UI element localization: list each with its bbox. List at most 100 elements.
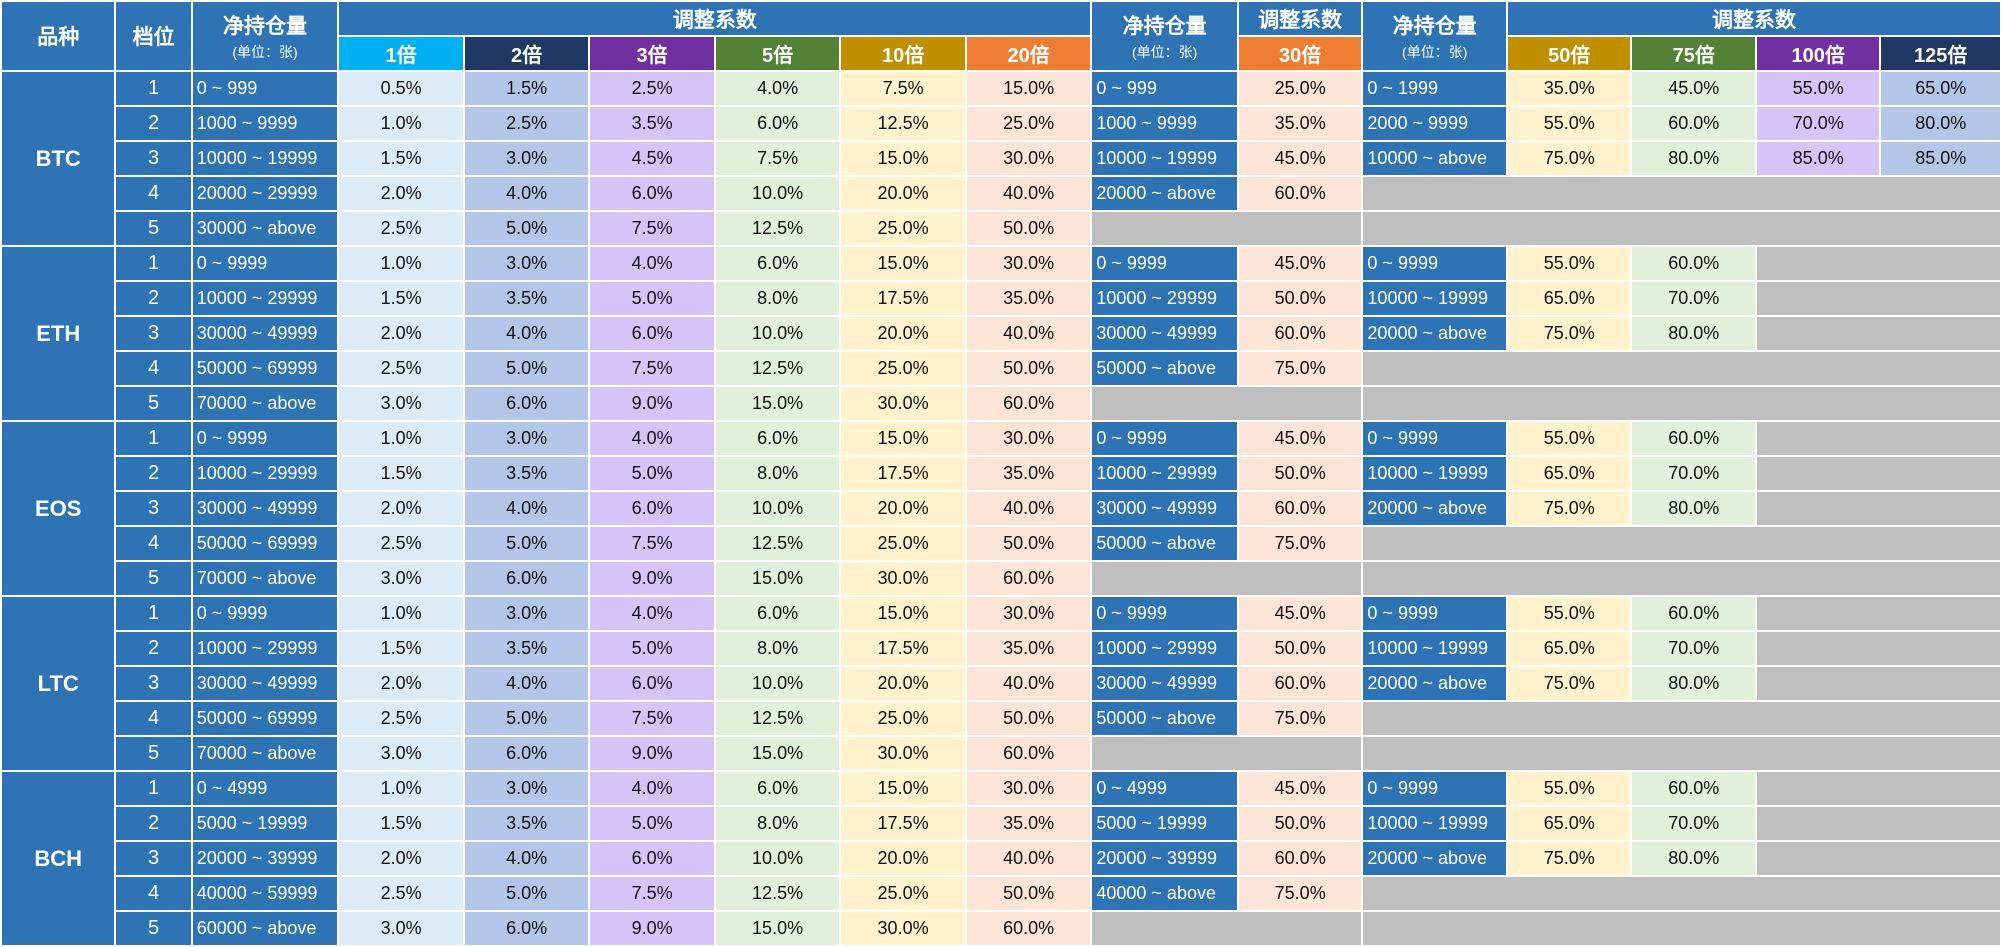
coef-cell: 80.0% xyxy=(1879,105,2002,142)
coef-cell: 17.5% xyxy=(839,280,967,317)
position-range: 10000 ~ 19999 xyxy=(1361,455,1508,492)
coef-cell: 75.0% xyxy=(1236,875,1364,912)
coef-cell: 0.5% xyxy=(337,70,465,107)
position-range: 30000 ~ 49999 xyxy=(1090,665,1239,702)
coef-cell: 6.0% xyxy=(588,175,716,212)
position-range: 0 ~ 9999 xyxy=(1361,245,1508,282)
coef-cell: 5.0% xyxy=(462,525,591,562)
tier-number: 1 xyxy=(114,70,193,107)
tier-number: 3 xyxy=(114,490,193,527)
table-row: 2 10000 ~ 29999 1.5% 3.5% 5.0% 8.0% 17.5% 35.0%… xyxy=(1,455,2002,492)
table-row: 2 5000 ~ 19999 1.5% 3.5% 5.0% 8.0% 17.5% 35.0% 5… xyxy=(1,805,2002,842)
coef-cell: 1.5% xyxy=(337,455,465,492)
coef-cell: 15.0% xyxy=(839,770,967,807)
coef-cell: 6.0% xyxy=(588,665,716,702)
coef-cell: 35.0% xyxy=(1505,70,1633,107)
coef-cell: 30.0% xyxy=(964,770,1093,807)
tier-number: 2 xyxy=(114,280,193,317)
coef-cell: 50.0% xyxy=(1236,630,1364,667)
header-product: 品种 xyxy=(0,0,117,72)
tier-number: 5 xyxy=(114,560,193,597)
position-range: 50000 ~ 69999 xyxy=(190,700,340,737)
coef-cell: 2.5% xyxy=(337,210,465,247)
coef-cell: 3.5% xyxy=(462,805,591,842)
coef-cell: 5.0% xyxy=(588,280,716,317)
coef-cell: 6.0% xyxy=(588,840,716,877)
coef-cell: 60.0% xyxy=(1236,490,1364,527)
coef-cell: 3.0% xyxy=(462,420,591,457)
product-name: EOS xyxy=(0,420,117,597)
coef-cell: 7.5% xyxy=(588,525,716,562)
filler-cell xyxy=(1754,280,2002,317)
header-net-position-a: 净持仓量 (单位：张) xyxy=(190,0,340,72)
position-range: 10000 ~ 29999 xyxy=(1090,280,1239,317)
coef-cell: 4.0% xyxy=(462,175,591,212)
table-row: LTC 1 0 ~ 9999 1.0% 3.0% 4.0% 6.0% 15.0% 30.0% 0 … xyxy=(0,595,2002,772)
coef-cell: 7.5% xyxy=(713,140,842,177)
coef-cell: 3.0% xyxy=(462,245,591,282)
position-range: 10000 ~ 19999 xyxy=(1361,805,1508,842)
position-range: 10000 ~ above xyxy=(1361,140,1508,177)
coef-cell: 6.0% xyxy=(588,315,716,352)
coef-cell: 45.0% xyxy=(1236,420,1364,457)
position-range: 20000 ~ above xyxy=(1361,315,1508,352)
tier-number: 2 xyxy=(114,805,193,842)
coef-cell: 10.0% xyxy=(713,315,842,352)
coef-cell: 10.0% xyxy=(713,175,842,212)
coef-cell: 3.5% xyxy=(462,630,591,667)
coef-cell: 55.0% xyxy=(1505,420,1633,457)
coef-cell: 50.0% xyxy=(964,700,1093,737)
coef-cell: 40.0% xyxy=(964,490,1093,527)
filler-cell xyxy=(1754,665,2002,702)
leverage-header-10x: 10倍 xyxy=(839,35,967,72)
tier-number: 1 xyxy=(114,595,193,632)
position-range: 10000 ~ 19999 xyxy=(190,140,340,177)
coef-cell: 45.0% xyxy=(1236,140,1364,177)
coef-cell: 2.0% xyxy=(337,175,465,212)
coef-cell: 12.5% xyxy=(839,105,967,142)
position-range: 0 ~ 9999 xyxy=(1090,595,1239,632)
coef-cell: 15.0% xyxy=(713,560,842,597)
coef-cell: 60.0% xyxy=(1236,315,1364,352)
coef-cell: 40.0% xyxy=(964,175,1093,212)
coef-cell: 30.0% xyxy=(964,140,1093,177)
position-range: 10000 ~ 29999 xyxy=(1090,455,1239,492)
table-row: 3 20000 ~ 39999 2.0% 4.0% 6.0% 10.0% 20.0% 40.0… xyxy=(1,840,2002,877)
coef-cell: 4.5% xyxy=(588,140,716,177)
table-row: EOS 1 0 ~ 9999 1.0% 3.0% 4.0% 6.0% 15.0% 30.0% 0 … xyxy=(0,420,2002,597)
coef-cell: 45.0% xyxy=(1236,595,1364,632)
coef-cell: 60.0% xyxy=(964,385,1093,422)
position-range: 60000 ~ above xyxy=(190,910,340,947)
coef-cell: 50.0% xyxy=(1236,805,1364,842)
coef-cell: 5.0% xyxy=(588,455,716,492)
table-row: 4 20000 ~ 29999 2.0% 4.0% 6.0% 10.0% 20.0% 40.0… xyxy=(1,175,2002,212)
filler-cell xyxy=(1754,490,2002,527)
coef-cell: 35.0% xyxy=(964,455,1093,492)
coef-cell: 4.0% xyxy=(588,420,716,457)
leverage-header-5x: 5倍 xyxy=(713,35,842,72)
coef-cell: 20.0% xyxy=(839,175,967,212)
coef-cell: 60.0% xyxy=(1630,245,1757,282)
coef-cell: 60.0% xyxy=(1236,840,1364,877)
coef-cell: 35.0% xyxy=(964,280,1093,317)
coef-cell: 85.0% xyxy=(1754,140,1882,177)
coef-cell: 3.0% xyxy=(337,735,465,772)
position-range: 40000 ~ 59999 xyxy=(190,875,340,912)
filler-cell xyxy=(1090,560,1364,597)
tier-number: 3 xyxy=(114,315,193,352)
coef-cell: 2.5% xyxy=(337,350,465,387)
coef-cell: 6.0% xyxy=(462,735,591,772)
coef-cell: 1.5% xyxy=(337,140,465,177)
coef-cell: 5.0% xyxy=(462,210,591,247)
coef-cell: 60.0% xyxy=(1630,420,1757,457)
coef-cell: 50.0% xyxy=(1236,280,1364,317)
position-range: 20000 ~ above xyxy=(1361,665,1508,702)
coef-cell: 8.0% xyxy=(713,455,842,492)
coef-cell: 12.5% xyxy=(713,210,842,247)
product-name: LTC xyxy=(0,595,117,772)
coef-cell: 40.0% xyxy=(964,840,1093,877)
filler-cell xyxy=(1754,420,2002,457)
leverage-header-1x: 1倍 xyxy=(337,35,465,72)
coef-cell: 4.0% xyxy=(588,770,716,807)
coef-cell: 12.5% xyxy=(713,875,842,912)
